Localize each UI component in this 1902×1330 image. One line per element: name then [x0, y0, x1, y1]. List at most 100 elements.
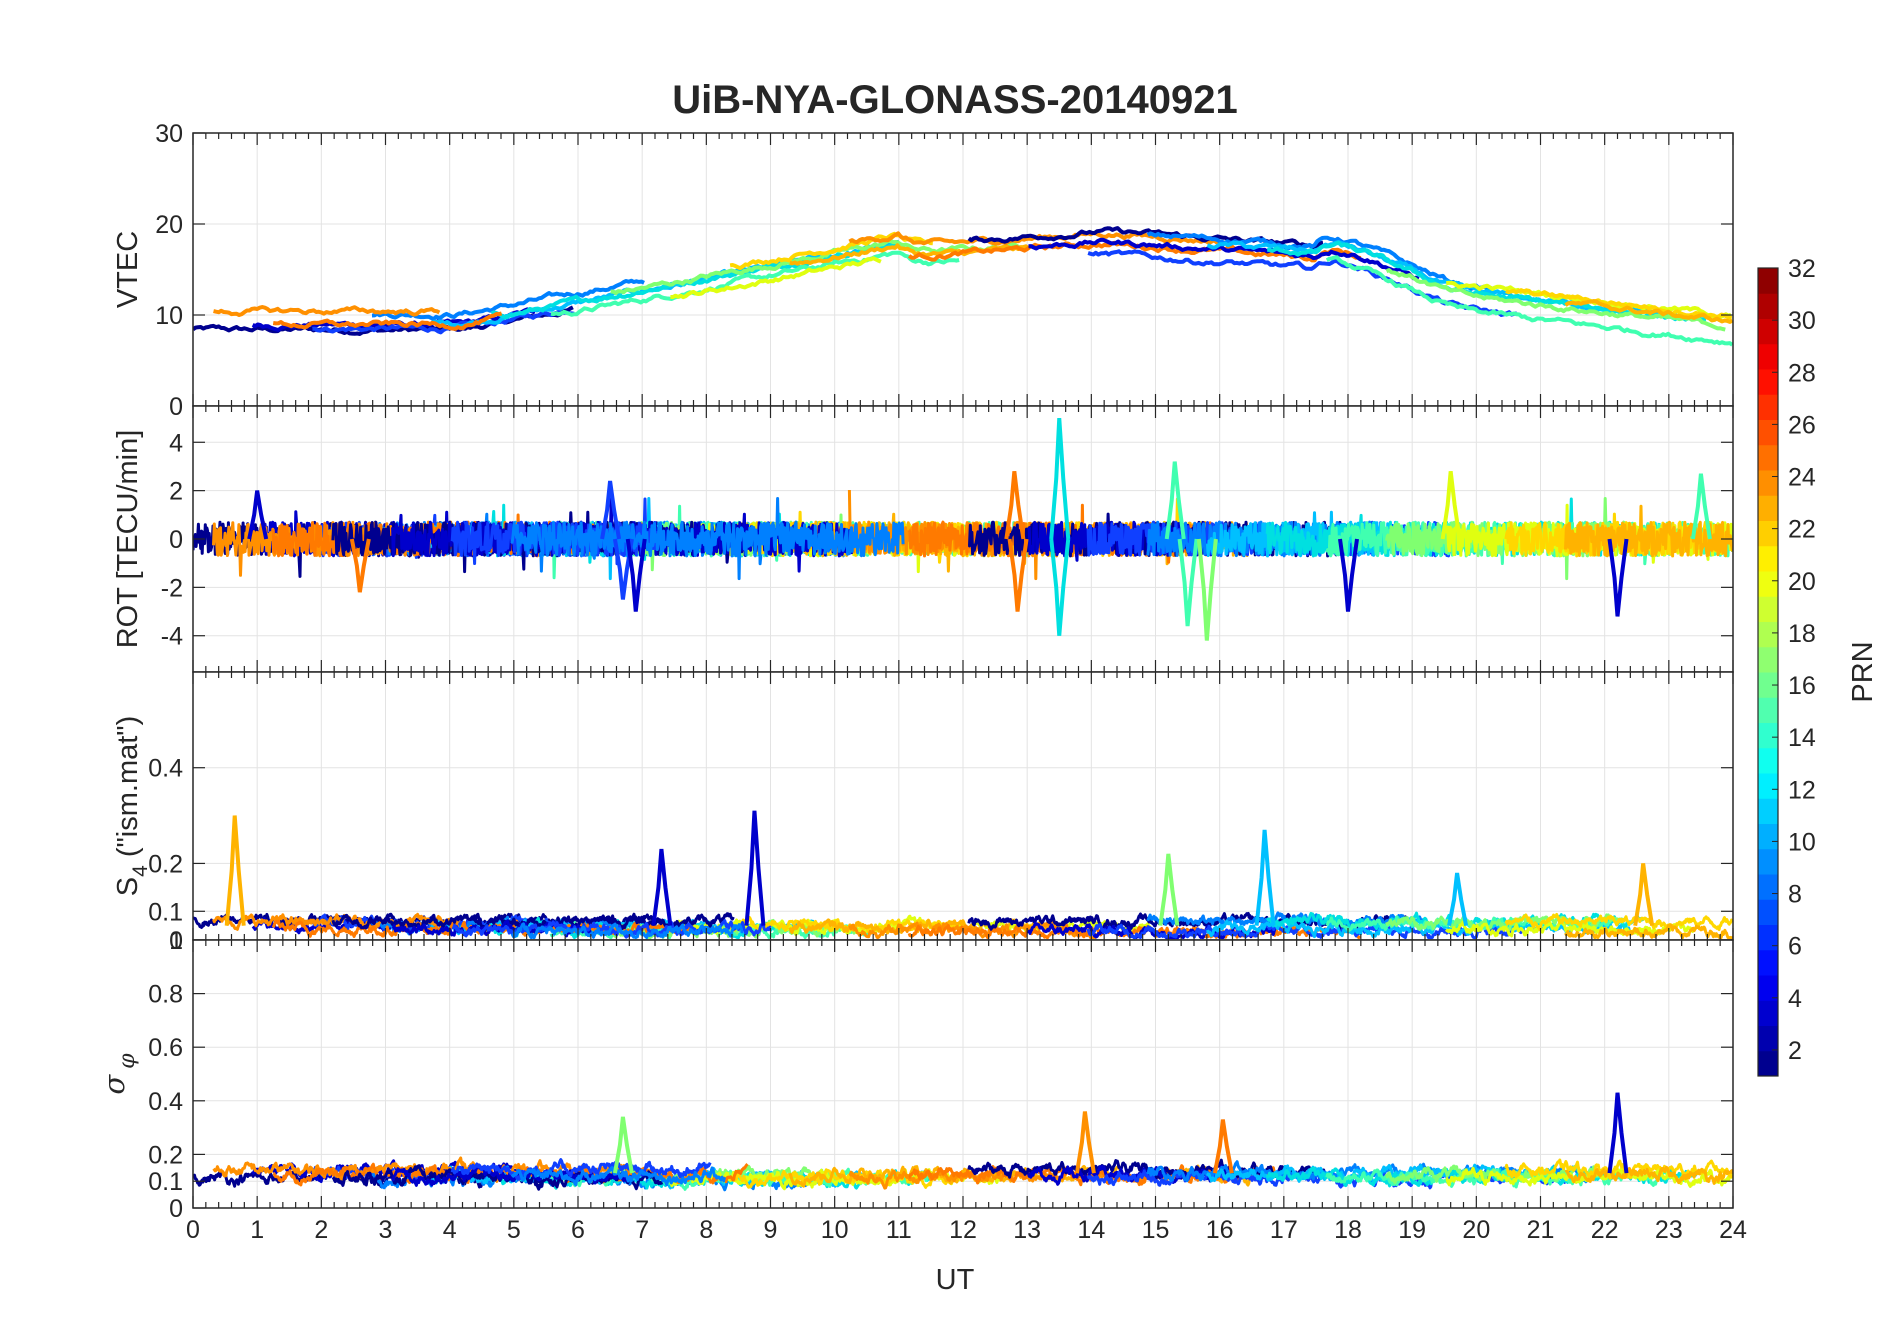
colorbar-tick-label: 6 [1788, 933, 1802, 961]
data-spike [1004, 471, 1026, 540]
data-spike [1633, 863, 1655, 926]
colorbar-tick-label: 20 [1788, 568, 1816, 596]
series-line [510, 497, 905, 581]
y-axis-label: σφ [97, 1053, 140, 1095]
series-line [272, 311, 503, 331]
series-line [312, 309, 575, 335]
colorbar-step [1758, 672, 1778, 698]
colorbar-tick-label: 14 [1788, 724, 1816, 752]
x-tick-label: 8 [699, 1216, 713, 1244]
data-spike [1074, 1111, 1096, 1174]
y-tick-label: 20 [155, 211, 183, 239]
colorbar-step [1758, 747, 1778, 774]
series-line [1564, 1165, 1733, 1185]
series-line [510, 1166, 726, 1187]
y-tick-label: 0.4 [148, 755, 183, 783]
x-tick-label: 20 [1462, 1216, 1490, 1244]
colorbar-tick-label: 12 [1788, 776, 1816, 804]
data-spike [744, 810, 766, 926]
x-tick-label: 15 [1142, 1216, 1170, 1244]
colorbar-step [1758, 621, 1778, 648]
y-tick-label: 4 [169, 429, 183, 457]
colorbar-step [1758, 470, 1778, 496]
colorbar-tick-label: 18 [1788, 620, 1816, 648]
data-spike [1158, 853, 1180, 926]
series-line [1325, 255, 1733, 347]
colorbar-step [1758, 899, 1778, 925]
data-spike [247, 490, 269, 540]
y-axis-label: VTEC [112, 231, 144, 308]
series-line [1028, 237, 1420, 281]
colorbar-step [1758, 520, 1778, 547]
y-tick-label: 0.8 [148, 981, 183, 1009]
data-spike [1447, 872, 1469, 927]
data-spike [224, 815, 246, 926]
series-line [1564, 299, 1733, 324]
y-tick-label: 10 [155, 302, 183, 330]
x-tick-label: 24 [1719, 1216, 1747, 1244]
series-line [669, 914, 1153, 937]
data-spike [349, 538, 371, 593]
x-tick-label: 2 [314, 1216, 328, 1244]
panel-s4-series [193, 810, 1733, 940]
data-spike [1049, 417, 1071, 540]
colorbar-step [1758, 646, 1778, 673]
colorbar-step [1758, 394, 1778, 420]
data-spike [600, 480, 622, 540]
y-tick-label: -2 [161, 574, 183, 602]
colorbar-step [1758, 571, 1778, 597]
colorbar-step [1758, 318, 1778, 345]
y-tick-label: 0.1 [148, 1168, 183, 1196]
y-axis-label: S4 ("ism.mat") [112, 716, 152, 897]
y-tick-label: 1 [169, 927, 183, 955]
chart-title: UiB-NYA-GLONASS-20140921 [672, 78, 1237, 122]
data-spike [651, 848, 673, 926]
colorbar-step [1758, 975, 1778, 1001]
series-line [212, 912, 460, 931]
data-spike [1049, 538, 1071, 636]
colorbar-tick-label: 2 [1788, 1037, 1802, 1065]
y-axis-label-sub: φ [115, 1053, 140, 1069]
x-tick-label: 9 [764, 1216, 778, 1244]
colorbar-tick-label: 8 [1788, 881, 1802, 909]
y-tick-label: 0.2 [148, 850, 183, 878]
data-spike [1440, 471, 1462, 540]
colorbar-step [1758, 773, 1778, 799]
x-tick-label: 1 [250, 1216, 264, 1244]
series-line [391, 1163, 632, 1187]
x-tick-label: 21 [1527, 1216, 1555, 1244]
data-spike [1607, 538, 1629, 617]
series-line [550, 250, 960, 317]
colorbar-tick-label: 28 [1788, 359, 1816, 387]
colorbar-step [1758, 924, 1778, 951]
colorbar-step [1758, 495, 1778, 521]
x-tick-label: 10 [821, 1216, 849, 1244]
x-axis-label: UT [936, 1264, 975, 1296]
colorbar-step [1758, 343, 1778, 370]
x-tick-label: 17 [1270, 1216, 1298, 1244]
colorbar-step [1758, 697, 1778, 723]
x-tick-label: 4 [443, 1216, 457, 1244]
x-tick-label: 0 [186, 1216, 200, 1244]
series-line [1146, 231, 1496, 292]
colorbar-step [1758, 874, 1778, 900]
x-axis: 0 1 2 3 4 5 6 7 8 9 10 11 12 13 14 15 16 17 18 19 20 21 22 23 24 [186, 1216, 1747, 1244]
colorbar-tick-label: 4 [1788, 985, 1802, 1013]
y-axis-label-main: S [112, 877, 144, 896]
x-tick-label: 16 [1206, 1216, 1234, 1244]
data-spike [1690, 473, 1712, 540]
y-tick-label: 0.6 [148, 1034, 183, 1062]
y-tick-label: 2 [169, 478, 183, 506]
x-tick-label: 6 [571, 1216, 585, 1244]
series-line [450, 1158, 712, 1181]
y-axis-label-sub: 4 [129, 865, 152, 877]
colorbar-tick-label: 22 [1788, 516, 1816, 544]
x-tick-label: 12 [949, 1216, 977, 1244]
colorbar-tick-label: 26 [1788, 411, 1816, 439]
series-line [1505, 288, 1733, 321]
x-tick-label: 22 [1591, 1216, 1619, 1244]
